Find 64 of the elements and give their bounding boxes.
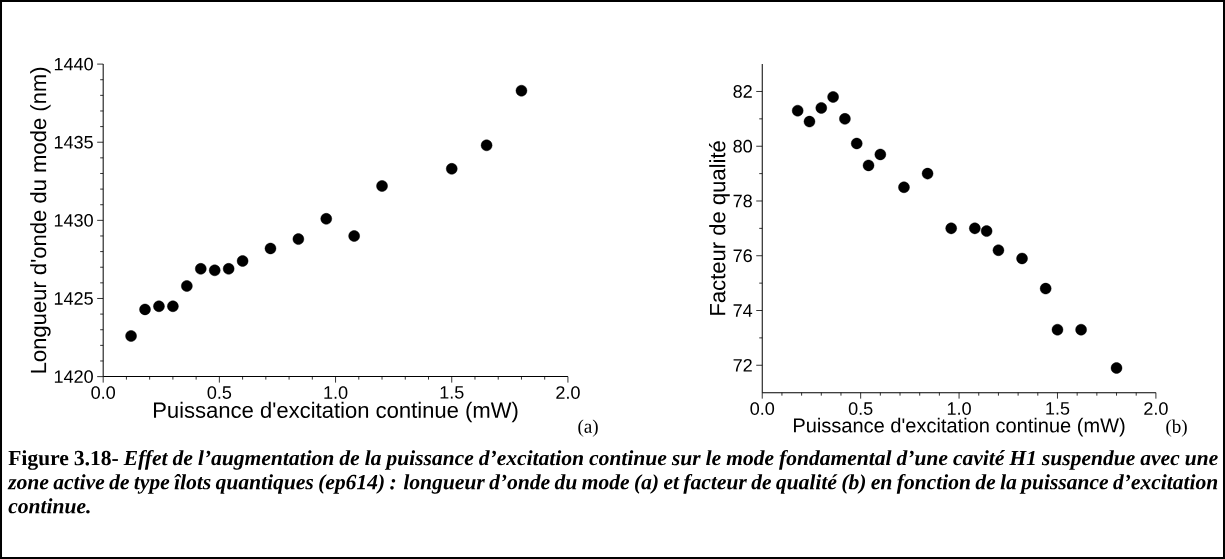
point (376, 180, 388, 192)
point (209, 264, 221, 277)
y-tick-label: 1430 (54, 214, 93, 227)
point (1110, 362, 1123, 374)
x-tick-label: 1.0 (947, 402, 971, 415)
point (1039, 282, 1052, 295)
point (862, 159, 875, 172)
point (921, 167, 934, 180)
x-tick-label: 0.0 (750, 402, 775, 415)
text: (b) (1166, 419, 1187, 437)
point (1075, 324, 1087, 336)
x-tick-label: 0.5 (848, 402, 873, 415)
point (945, 222, 957, 235)
point (815, 102, 828, 114)
point (480, 139, 493, 152)
x-axis-title: Puissance d'excitation continue (mW) (794, 417, 1125, 437)
y-tick-label: 74 (733, 304, 753, 317)
point (791, 104, 804, 117)
point (992, 244, 1005, 257)
point (320, 213, 332, 225)
point (827, 91, 839, 103)
y-tick-label: 80 (733, 139, 752, 153)
y-tick-label: 72 (733, 359, 752, 372)
x-axis-title: Puissance d'excitation continue (mW) (154, 401, 518, 423)
point (874, 148, 887, 161)
point (851, 137, 863, 150)
y-tick-label: 1440 (54, 57, 93, 71)
x-tick-label: 2.0 (1144, 402, 1168, 415)
x-tick-label: 0.5 (207, 386, 232, 399)
y-tick-label: 1435 (54, 135, 93, 149)
point (125, 330, 137, 342)
y-tick-label: 1420 (54, 370, 93, 384)
point (292, 233, 305, 245)
point (348, 230, 360, 242)
point (980, 225, 993, 237)
point (222, 263, 235, 275)
x-tick-label: 2.0 (556, 386, 580, 399)
point (515, 85, 528, 97)
x-tick-label: 1.0 (324, 386, 348, 399)
point (839, 113, 851, 125)
y-axis-title: Longueur d'onde du mode (nm) (30, 67, 51, 373)
y-tick-label: 78 (733, 194, 752, 208)
y-axis-title: Facteur de qualité (708, 141, 730, 315)
text: (a) (578, 419, 598, 437)
point (195, 263, 207, 275)
point (446, 163, 458, 175)
x-tick-label: 1.5 (1046, 402, 1070, 415)
point (898, 181, 910, 194)
point (1051, 324, 1064, 336)
text: Figure 3.18- Effet de l’augmentation de la puissance d’excitation continue sur le mode fondamental d’une cavité H1 suspendue avec une zone active de type îlots quantiques (ep614) : longueur d’onde du mode (a) et facteur de qualité (b) en fonction de la puissance d’excitation continue. (7, 449, 1218, 514)
point (803, 115, 816, 128)
point (181, 280, 193, 292)
x-tick-label: 0.0 (91, 386, 116, 399)
point (236, 255, 249, 267)
y-tick-label: 82 (733, 85, 752, 98)
point (153, 300, 165, 313)
point (969, 222, 981, 235)
point (264, 242, 277, 255)
x-tick-label: 1.5 (440, 386, 464, 399)
y-tick-label: 76 (733, 249, 752, 263)
point (139, 303, 151, 316)
point (167, 300, 179, 313)
point (1016, 252, 1028, 265)
y-tick-label: 1425 (54, 292, 93, 305)
